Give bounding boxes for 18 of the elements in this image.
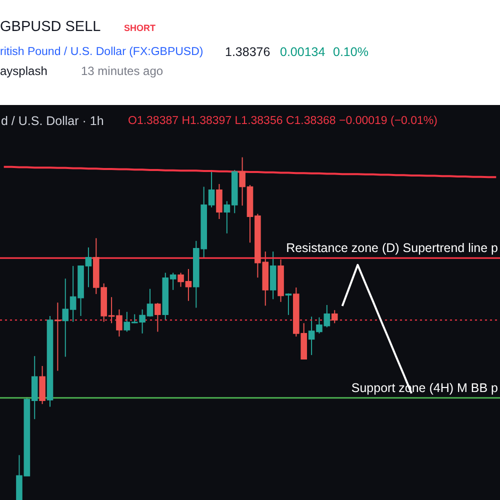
candlestick [154, 302, 161, 332]
candlestick [285, 292, 292, 316]
chart-subtitle: ritish Pound / U.S. Dollar (FX:GBPUSD) [0, 46, 204, 58]
ref-line-label: Resistance zone (D) Supertrend line p [286, 241, 498, 256]
text: 0.10% [333, 45, 368, 59]
text: O1.38387 H1.38397 L1.38356 C1.38368 −0.00019 (−0.01%) [128, 115, 438, 127]
candlestick [54, 302, 61, 372]
text: 1.38376 [225, 45, 270, 59]
candlestick [39, 366, 46, 405]
text: d / U.S. Dollar · 1h [1, 114, 104, 128]
candlestick [270, 251, 276, 300]
candlestick [216, 184, 222, 220]
text: 0.00134 [280, 45, 326, 59]
text: 13 minutes ago [81, 64, 164, 78]
chart-title: GBPUSD SELL [0, 19, 101, 35]
text: SHORT [124, 23, 156, 33]
candlestick [331, 310, 338, 324]
text: aysplash [0, 64, 48, 78]
